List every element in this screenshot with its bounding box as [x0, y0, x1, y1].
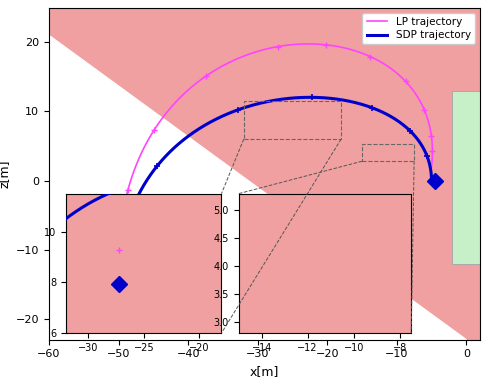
SDP trajectory — [167, 149, 173, 154]
SDP trajectory — [429, 178, 435, 183]
SDP trajectory — [142, 182, 147, 186]
LP trajectory — [116, 282, 122, 287]
LP trajectory — [164, 110, 170, 114]
Bar — [452, 91, 480, 264]
LP trajectory — [305, 42, 311, 46]
SDP trajectory — [381, 111, 387, 115]
SDP trajectory — [348, 100, 354, 104]
LP trajectory — [355, 49, 361, 54]
Line: SDP trajectory: SDP trajectory — [119, 97, 432, 284]
SDP trajectory — [116, 282, 122, 287]
SDP trajectory — [314, 95, 320, 100]
LP trajectory — [138, 151, 144, 156]
Legend: LP trajectory, SDP trajectory: LP trajectory, SDP trajectory — [363, 13, 475, 44]
Bar — [362, 144, 414, 161]
Line: LP trajectory: LP trajectory — [118, 44, 432, 284]
LP trajectory — [429, 164, 435, 169]
SDP trajectory — [250, 103, 256, 107]
Bar — [244, 101, 341, 139]
LP trajectory — [319, 42, 325, 47]
X-axis label: x[m]: x[m] — [250, 365, 279, 378]
SDP trajectory — [308, 95, 314, 100]
Y-axis label: z[m]: z[m] — [0, 159, 10, 188]
Polygon shape — [49, 36, 466, 340]
LP trajectory — [251, 50, 257, 55]
LP trajectory — [388, 66, 394, 71]
